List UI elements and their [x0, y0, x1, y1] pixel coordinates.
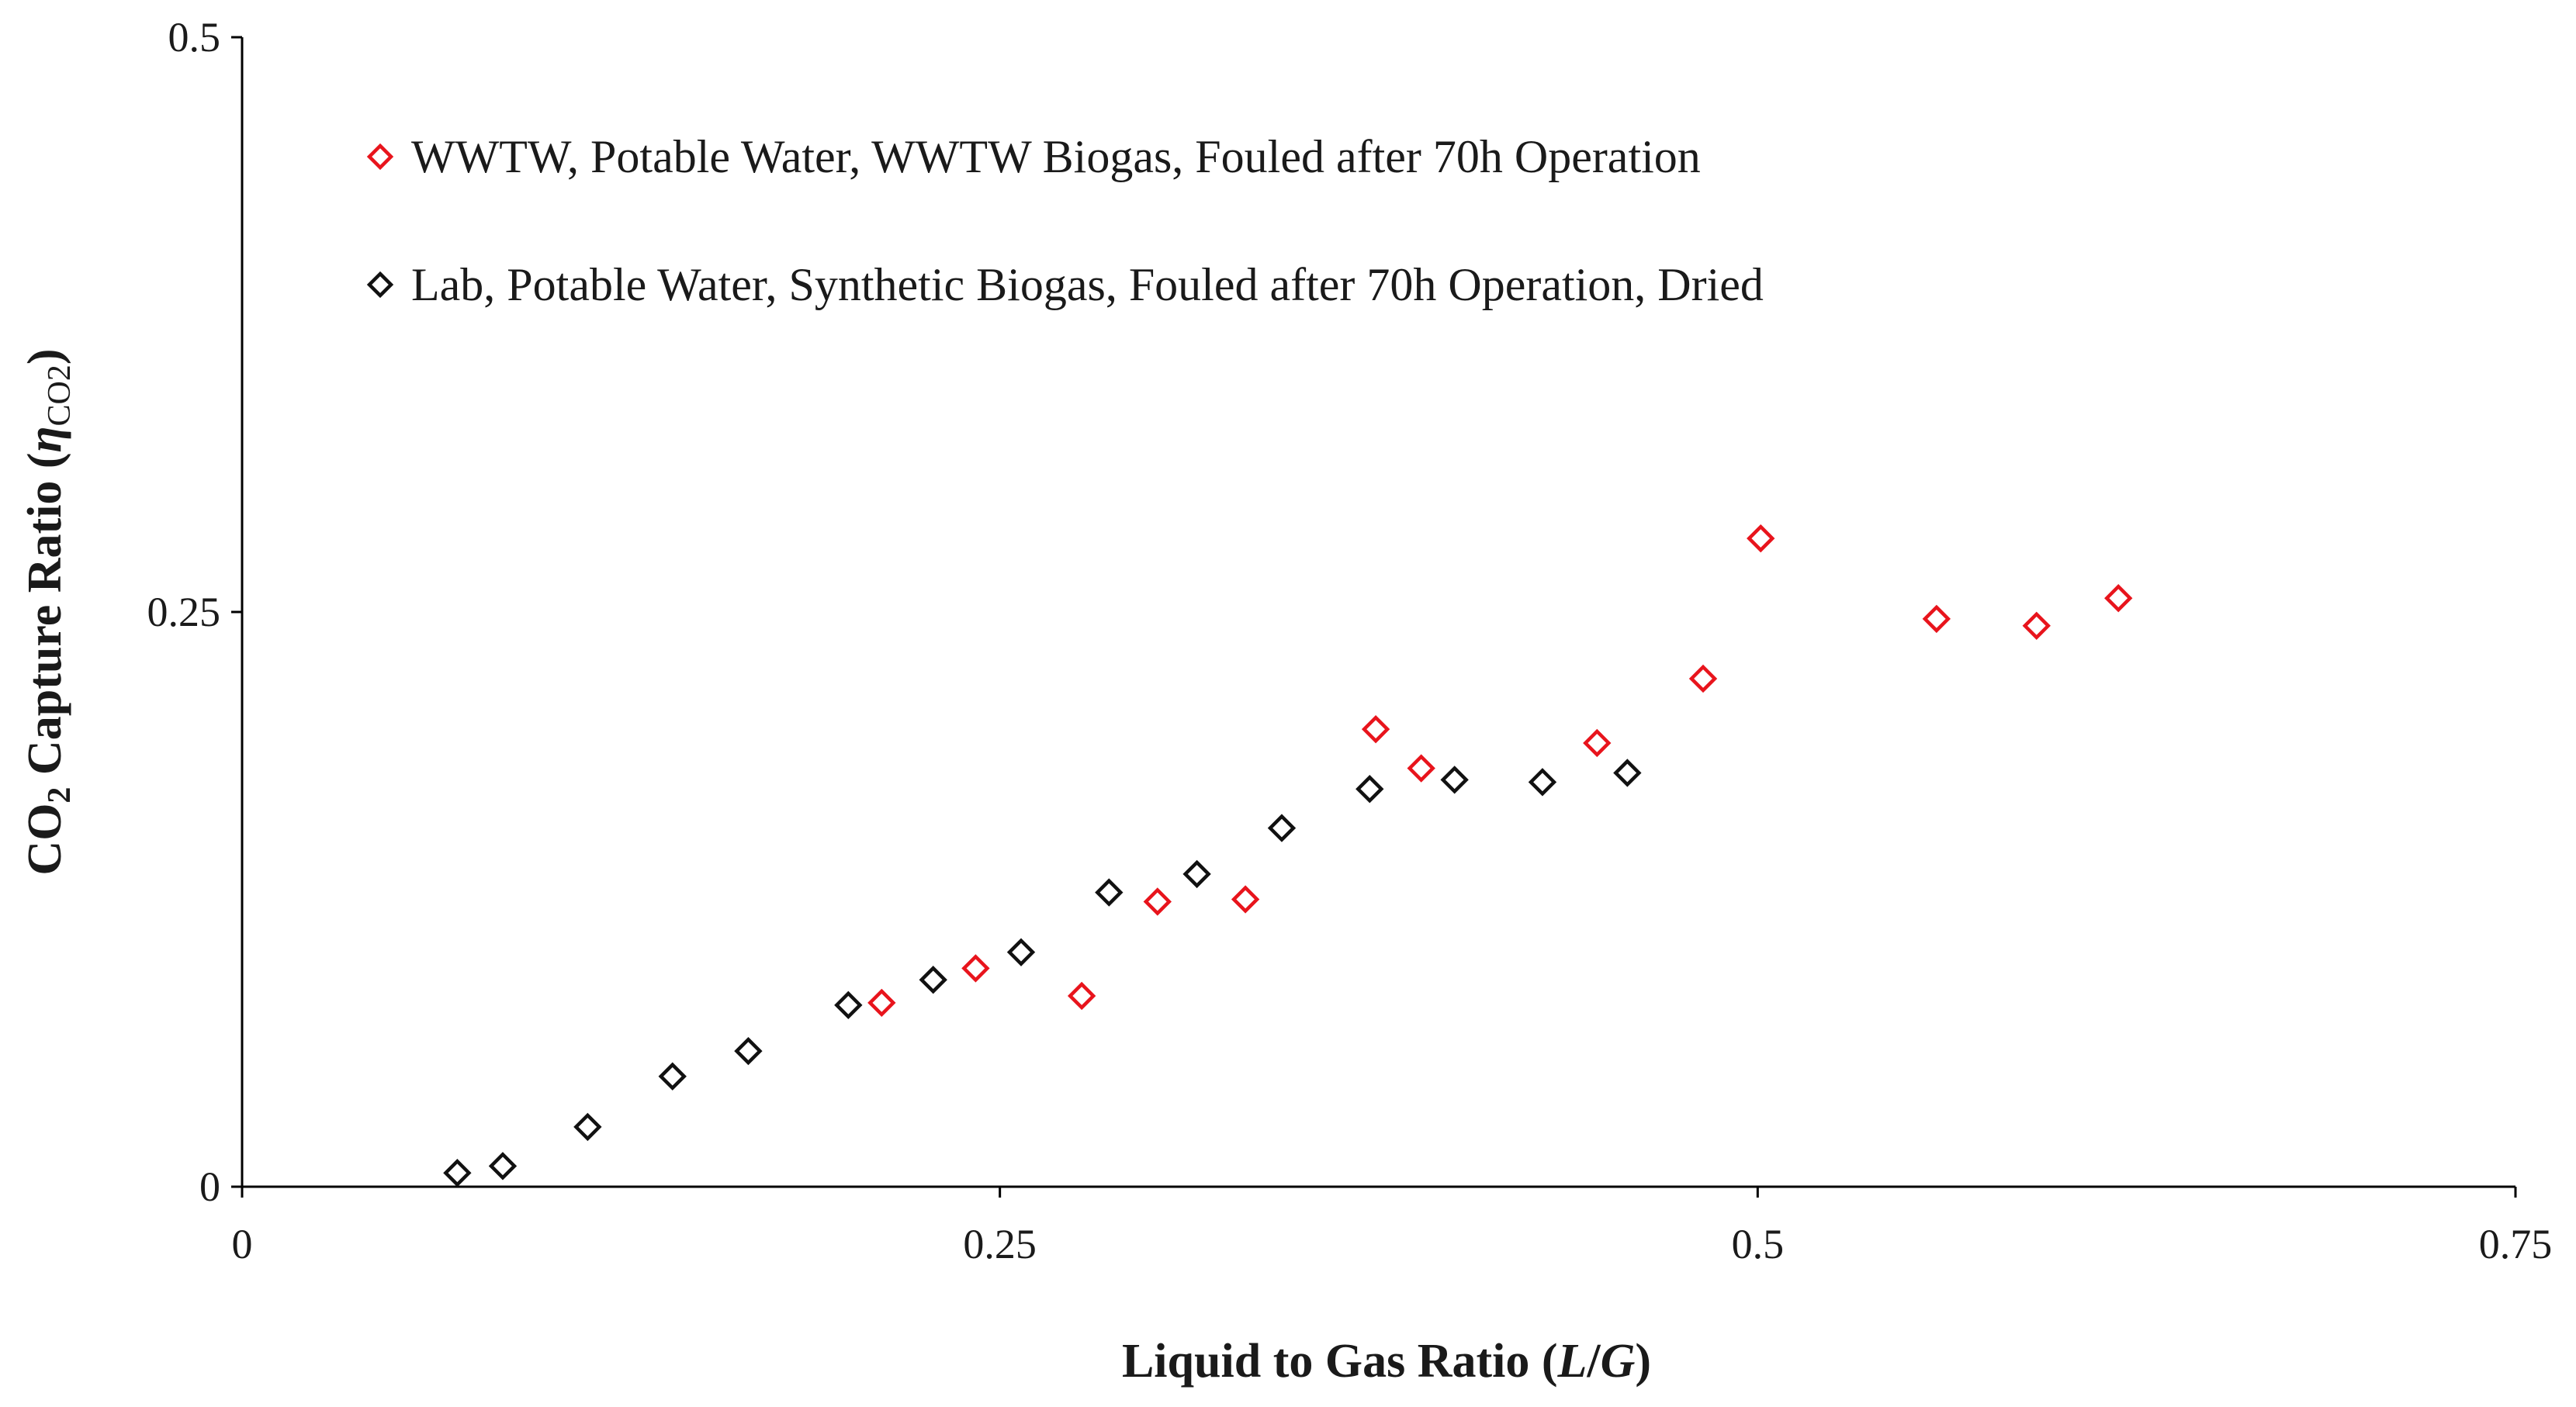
data-point: [1440, 766, 1469, 794]
data-point: [1182, 859, 1211, 889]
legend-item-1: WWTW, Potable Water, WWTW Biogas, Fouled…: [366, 131, 1701, 182]
legend-marker: [366, 271, 394, 299]
x-tick-label: 0.25: [963, 1221, 1037, 1267]
data-point: [1528, 768, 1557, 797]
ticks: 0 0.25 0.5 0.75 0 0.25 0.5: [147, 14, 2553, 1267]
data-point: [2104, 584, 2133, 613]
data-point: [1688, 664, 1718, 693]
data-point: [1143, 887, 1172, 916]
data-point: [1067, 981, 1096, 1011]
x-tick-label: 0.75: [2479, 1221, 2553, 1267]
data-point: [834, 990, 863, 1020]
data-point: [961, 954, 990, 983]
x-tick-label: 0.5: [1732, 1221, 1785, 1267]
data-point: [1231, 885, 1260, 914]
axes: [241, 37, 2515, 1198]
data-point: [734, 1036, 763, 1066]
data-point: [1747, 524, 1775, 553]
data-point: [1407, 754, 1435, 783]
data-point: [658, 1062, 687, 1091]
y-axis-title: CO2 Capture Ratio (ηCO2): [19, 348, 78, 875]
legend: WWTW, Potable Water, WWTW Biogas, Fouled…: [366, 131, 1764, 310]
data-point: [1361, 714, 1390, 744]
y-tick-label: 0.25: [147, 589, 221, 635]
legend-marker: [366, 143, 394, 171]
data-point: [488, 1152, 518, 1181]
data-point: [1356, 775, 1384, 804]
data-point: [1095, 878, 1124, 907]
data-point: [1006, 938, 1036, 966]
data-point: [1267, 814, 1297, 842]
data-point: [443, 1159, 472, 1187]
x-tick-label: 0: [232, 1221, 253, 1267]
series-2: [443, 759, 1642, 1187]
data-point: [1583, 728, 1612, 758]
data-point: [1613, 759, 1642, 787]
x-axis-title: Liquid to Gas Ratio (L/G): [1122, 1335, 1651, 1388]
data-point: [867, 988, 896, 1018]
data-point: [2022, 611, 2051, 640]
legend-item-2: Lab, Potable Water, Synthetic Biogas, Fo…: [366, 259, 1764, 310]
data-point: [1922, 604, 1951, 634]
data-point: [573, 1112, 602, 1142]
legend-label: WWTW, Potable Water, WWTW Biogas, Fouled…: [411, 131, 1701, 182]
data-points: [443, 524, 2133, 1187]
data-point: [919, 966, 947, 994]
series-1: [867, 524, 2133, 1018]
legend-label: Lab, Potable Water, Synthetic Biogas, Fo…: [411, 259, 1764, 310]
y-tick-label: 0: [199, 1163, 220, 1210]
y-tick-label: 0.5: [168, 14, 221, 60]
